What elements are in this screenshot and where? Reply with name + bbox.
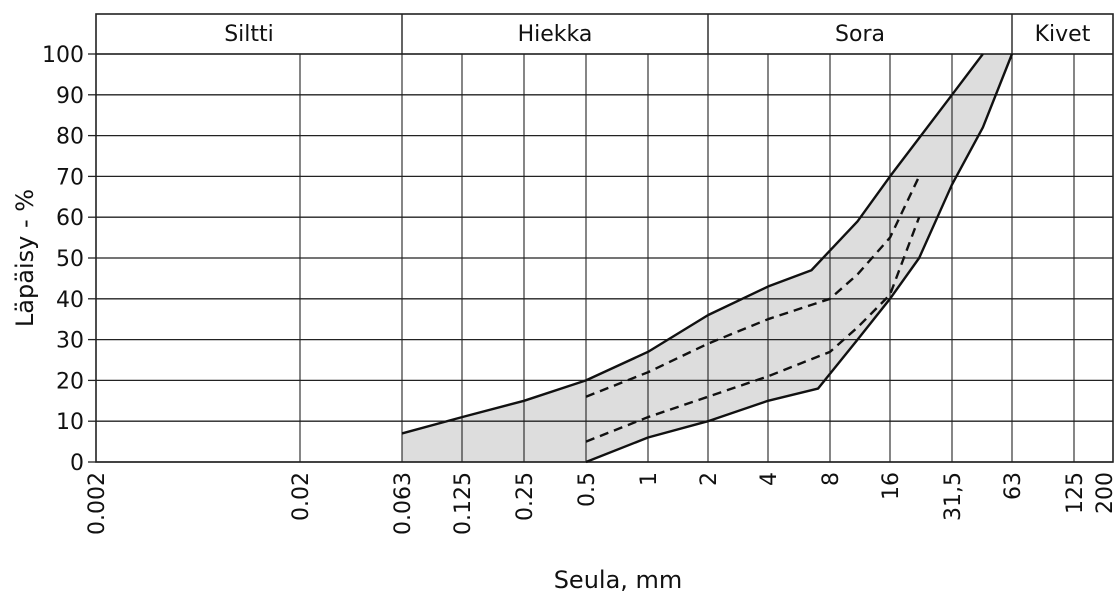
x-tick-labels: 0.002 0.02 0.063 0.125 0.25 0.5 1 2 4 8 16 31,5 63 12… xyxy=(85,472,1118,535)
y-tick-label: 0 xyxy=(70,451,84,476)
x-tick-label: 2 xyxy=(697,472,722,486)
y-tick-label: 80 xyxy=(56,125,84,150)
dashed-curve xyxy=(585,175,921,398)
x-tick-label: 0.063 xyxy=(391,472,416,535)
x-tick-label: 1 xyxy=(637,472,662,486)
y-tick-label: 40 xyxy=(56,288,84,313)
x-tick-label: 0.02 xyxy=(289,472,314,521)
series-lines xyxy=(401,53,1014,464)
y-axis-label: Läpäisy - % xyxy=(11,189,39,327)
envelope-curve xyxy=(401,53,984,435)
y-tick-labels: 0 10 20 30 40 50 60 70 80 90 100 xyxy=(42,43,84,476)
y-tick-label: 100 xyxy=(42,43,84,68)
plot-frame xyxy=(95,13,1114,463)
y-tick-label: 20 xyxy=(56,369,84,394)
x-tick-label: 200 xyxy=(1093,472,1118,514)
x-tick-label: 0.002 xyxy=(85,472,110,535)
x-tick-label: 125 xyxy=(1063,472,1088,514)
y-tick-label: 70 xyxy=(56,165,84,190)
zone-label-kivet: Kivet xyxy=(1035,22,1091,47)
zone-label-siltti: Siltti xyxy=(224,22,274,47)
y-tick-label: 90 xyxy=(56,84,84,109)
y-tick-label: 50 xyxy=(56,247,84,272)
zone-label-hiekka: Hiekka xyxy=(518,22,593,47)
x-tick-label: 8 xyxy=(819,472,844,486)
grid xyxy=(88,13,1114,463)
x-tick-label: 0.25 xyxy=(513,472,538,521)
x-tick-label: 63 xyxy=(1001,472,1026,500)
y-tick-label: 10 xyxy=(56,410,84,435)
x-tick-label: 16 xyxy=(879,472,904,500)
x-axis-label: Seula, mm xyxy=(554,566,683,594)
zone-label-sora: Sora xyxy=(835,22,885,47)
dashed-curve xyxy=(585,216,921,443)
y-tick-label: 30 xyxy=(56,329,84,354)
x-tick-label: 0.5 xyxy=(575,472,600,507)
x-tick-label: 0.125 xyxy=(451,472,476,535)
envelope-curve xyxy=(585,53,1014,464)
x-tick-label: 31,5 xyxy=(941,472,966,521)
x-tick-label: 4 xyxy=(757,472,782,486)
soil-zone-header: Siltti Hiekka Sora Kivet xyxy=(224,14,1091,54)
y-tick-label: 60 xyxy=(56,206,84,231)
